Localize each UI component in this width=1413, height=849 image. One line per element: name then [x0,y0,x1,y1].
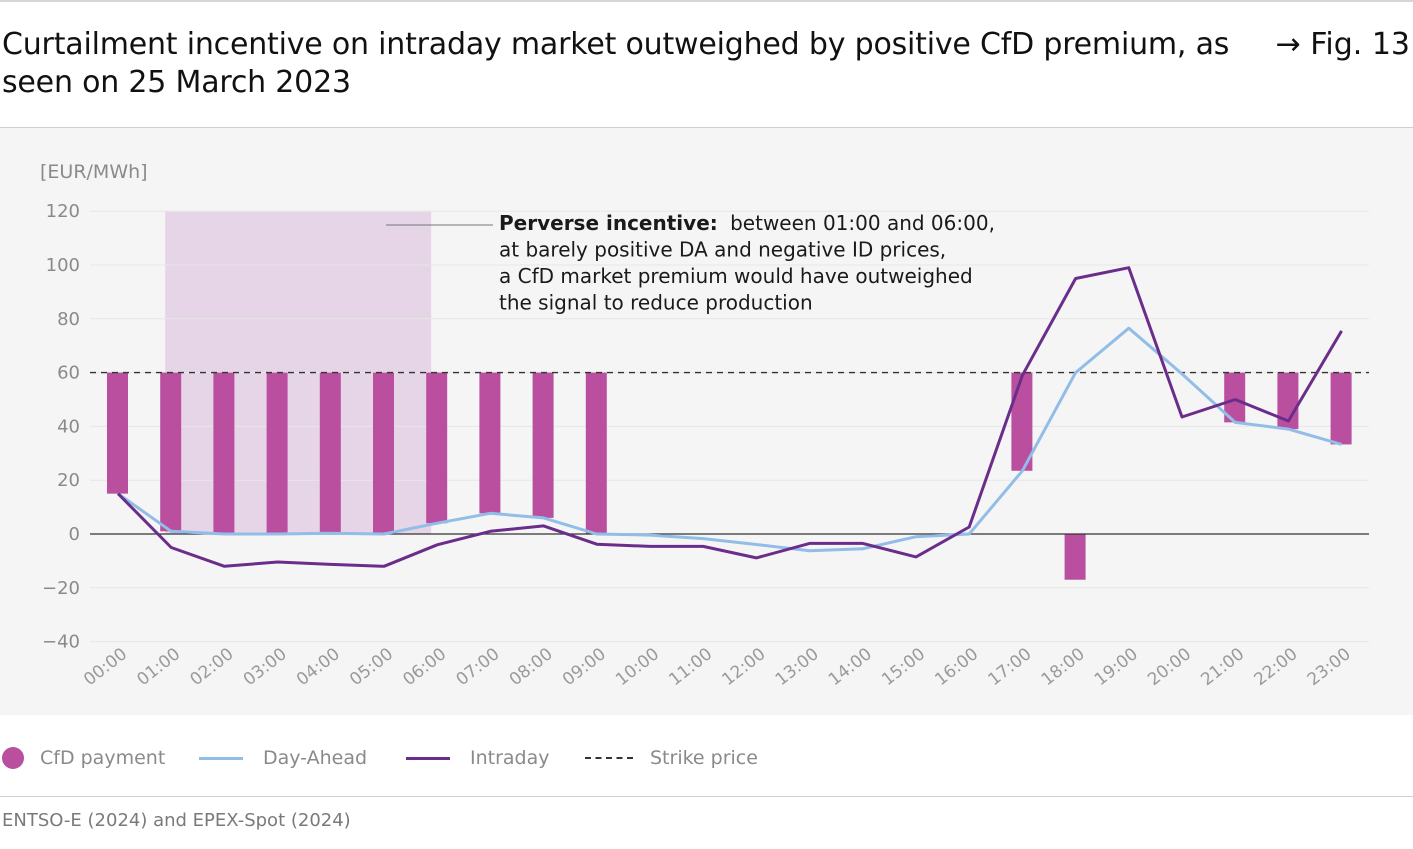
y-tick-label: −40 [42,632,80,653]
cfd-bars [107,372,1352,580]
cfd-bar [319,372,341,534]
y-tick-label: 20 [57,470,80,491]
y-tick-label: −20 [42,578,80,599]
intraday-swatch-icon [406,756,450,760]
legend-item-cfd: CfD payment [2,741,165,775]
annotation-line1: between 01:00 and 06:00, [730,211,995,235]
top-rule [0,0,1413,2]
cfd-bar [107,372,128,494]
y-axis-label: [EUR/MWh] [40,161,148,183]
cfd-bar [479,372,501,514]
legend: CfD payment Day-Ahead Intraday Strike pr… [0,741,1413,775]
annotation-bold: Perverse incentive: [499,211,718,235]
intraday-line [116,266,1343,568]
strike-swatch-icon [585,757,633,759]
y-tick-labels: 120 100 80 60 40 20 0 −20 −40 [42,201,80,652]
y-tick-label: 100 [46,255,80,276]
y-tick-label: 0 [69,524,80,545]
chart-title: Curtailment incentive on intraday market… [2,27,1230,100]
legend-label-cfd: CfD payment [40,747,166,769]
cfd-bar [1224,372,1246,423]
legend-item-strike: Strike price [585,741,758,775]
cfd-bar [1064,534,1086,580]
y-tick-label: 120 [46,201,80,222]
legend-item-intraday: Intraday [406,741,550,775]
y-tick-label: 80 [57,309,80,330]
cfd-bar [426,372,448,524]
annotation: Perverse incentive: between 01:00 and 06… [499,211,1001,315]
cfd-bar [585,372,607,534]
day-ahead-swatch-icon [199,756,243,760]
source-note: ENTSO-E (2024) and EPEX-Spot (2024) [2,810,351,831]
annotation-line4: the signal to reduce production [499,291,813,315]
cfd-bar [532,372,554,518]
legend-label-strike: Strike price [650,747,758,769]
cfd-bar [213,372,235,534]
cfd-bar [266,372,288,534]
annotation-line2: at barely positive DA and negative ID pr… [499,238,946,262]
cfd-bar [1011,372,1033,471]
figure-reference: → Fig. 13 [1275,27,1410,62]
y-tick-label: 60 [57,363,80,384]
legend-label-day-ahead: Day-Ahead [263,747,368,769]
legend-item-day-ahead: Day-Ahead [199,741,367,775]
title-divider [0,127,1413,128]
cfd-swatch-icon [2,747,24,769]
cfd-bar [373,372,394,534]
day-ahead-line [117,326,1343,553]
legend-label-intraday: Intraday [470,747,550,769]
y-tick-label: 40 [57,416,80,437]
cfd-bar [1330,372,1352,445]
source-divider [0,796,1413,797]
annotation-line3: a CfD market premium would have outweigh… [499,264,973,288]
cfd-bar [160,372,182,532]
